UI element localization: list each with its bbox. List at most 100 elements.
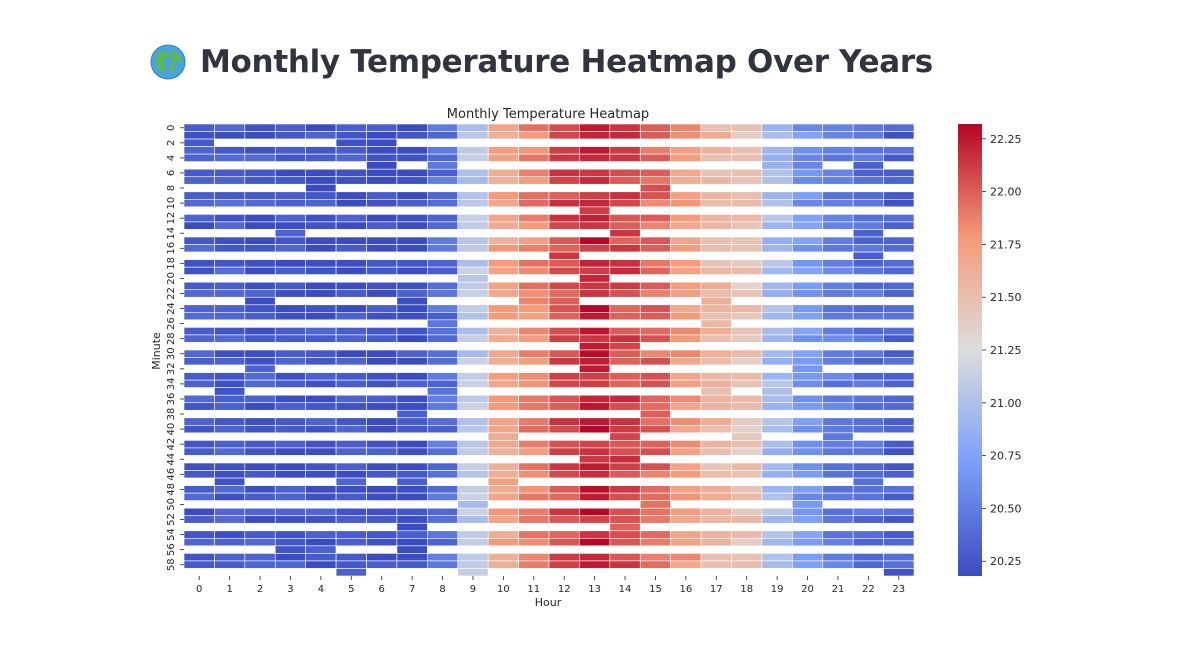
heatmap-cell [183, 364, 215, 373]
heatmap-cell [518, 244, 550, 253]
heatmap-cell [579, 432, 611, 441]
heatmap-cell [792, 500, 824, 509]
heatmap-cell [639, 206, 671, 215]
heatmap-cell [518, 447, 550, 456]
heatmap-cell [396, 485, 428, 494]
heatmap-cell [274, 560, 306, 569]
heatmap-cell [427, 492, 459, 501]
heatmap-cell [792, 492, 824, 501]
heatmap-cell [792, 364, 824, 373]
heatmap-cell [305, 244, 337, 253]
heatmap-cell [244, 470, 276, 479]
x-tick-label: 1 [226, 584, 232, 595]
heatmap-cell [305, 251, 337, 260]
heatmap-cell [731, 334, 763, 343]
heatmap-cell [274, 131, 306, 140]
heatmap-cell [335, 394, 367, 404]
heatmap-cell [274, 312, 306, 321]
heatmap-cell [822, 560, 854, 569]
heatmap-cell [244, 455, 276, 464]
heatmap-cell [214, 259, 246, 268]
heatmap-cell [639, 327, 671, 336]
y-tick-label: 30 [166, 347, 177, 360]
heatmap-cell [335, 221, 367, 230]
heatmap-cell [214, 131, 246, 140]
heatmap-cell [579, 281, 611, 291]
heatmap-cell [244, 251, 276, 260]
heatmap-cell [639, 432, 671, 441]
heatmap-cell [305, 530, 337, 539]
heatmap-cell [700, 485, 732, 494]
heatmap-cell [822, 553, 854, 562]
heatmap-cell [822, 515, 854, 524]
heatmap-cell [487, 530, 519, 539]
colorbar-tick-label: 21.00 [990, 397, 1022, 410]
y-tick-label: 12 [166, 212, 177, 225]
heatmap-cell [609, 553, 641, 562]
heatmap-cell [792, 176, 824, 185]
x-tick-label: 9 [470, 584, 476, 595]
heatmap-cell [852, 334, 884, 343]
heatmap-cell [214, 334, 246, 343]
heatmap-cell [761, 312, 793, 321]
heatmap-cell [457, 206, 489, 215]
heatmap-cell [427, 327, 459, 336]
heatmap-cell [852, 432, 884, 441]
heatmap-cell [761, 342, 793, 351]
heatmap-cell [396, 146, 428, 155]
heatmap-cell [427, 176, 459, 185]
heatmap-cell [670, 153, 702, 162]
heatmap-cell [822, 455, 854, 464]
heatmap-cell [883, 327, 915, 336]
heatmap-cell [579, 146, 611, 155]
heatmap-cell [305, 296, 337, 306]
heatmap-cell [274, 281, 306, 291]
heatmap-cell [579, 522, 611, 532]
heatmap-cell [822, 522, 854, 532]
heatmap-cell [792, 123, 824, 132]
heatmap-cell [883, 342, 915, 351]
heatmap-cell [518, 349, 550, 358]
heatmap-cell [731, 507, 763, 517]
heatmap-cell [305, 455, 337, 464]
heatmap-cell [852, 327, 884, 336]
heatmap-cell [366, 131, 398, 140]
heatmap-cell [366, 440, 398, 449]
heatmap-cell [792, 146, 824, 155]
heatmap-cell [487, 440, 519, 449]
heatmap-cell [518, 379, 550, 388]
colorbar-tick-label: 22.25 [990, 133, 1022, 146]
heatmap-cell [214, 281, 246, 291]
heatmap-cell [244, 538, 276, 547]
heatmap-cell [244, 123, 276, 132]
heatmap-cell [427, 507, 459, 517]
heatmap-cell [457, 244, 489, 253]
heatmap-cell [244, 447, 276, 456]
heatmap-cell [670, 387, 702, 396]
heatmap-cell [731, 568, 763, 577]
heatmap-cell [457, 138, 489, 147]
heatmap-cell [852, 440, 884, 449]
heatmap-cell [214, 123, 246, 132]
heatmap-cell [761, 402, 793, 411]
heatmap-cell [183, 485, 215, 494]
heatmap-cell [335, 447, 367, 456]
heatmap-cell [761, 183, 793, 193]
heatmap-cell [214, 364, 246, 373]
heatmap-cell [214, 357, 246, 366]
heatmap-cell [639, 312, 671, 321]
heatmap-cell [852, 259, 884, 268]
heatmap-cell [822, 440, 854, 449]
heatmap-cell [761, 176, 793, 185]
x-tick-label: 18 [740, 584, 753, 595]
heatmap-cell [396, 568, 428, 577]
heatmap-cell [427, 312, 459, 321]
heatmap-cell [518, 417, 550, 426]
heatmap-cell [396, 131, 428, 140]
heatmap-cell [335, 409, 367, 419]
heatmap-cell [518, 357, 550, 366]
colorbar [958, 124, 982, 576]
heatmap-cell [366, 455, 398, 464]
heatmap-cell [700, 357, 732, 366]
heatmap-cell [609, 515, 641, 524]
